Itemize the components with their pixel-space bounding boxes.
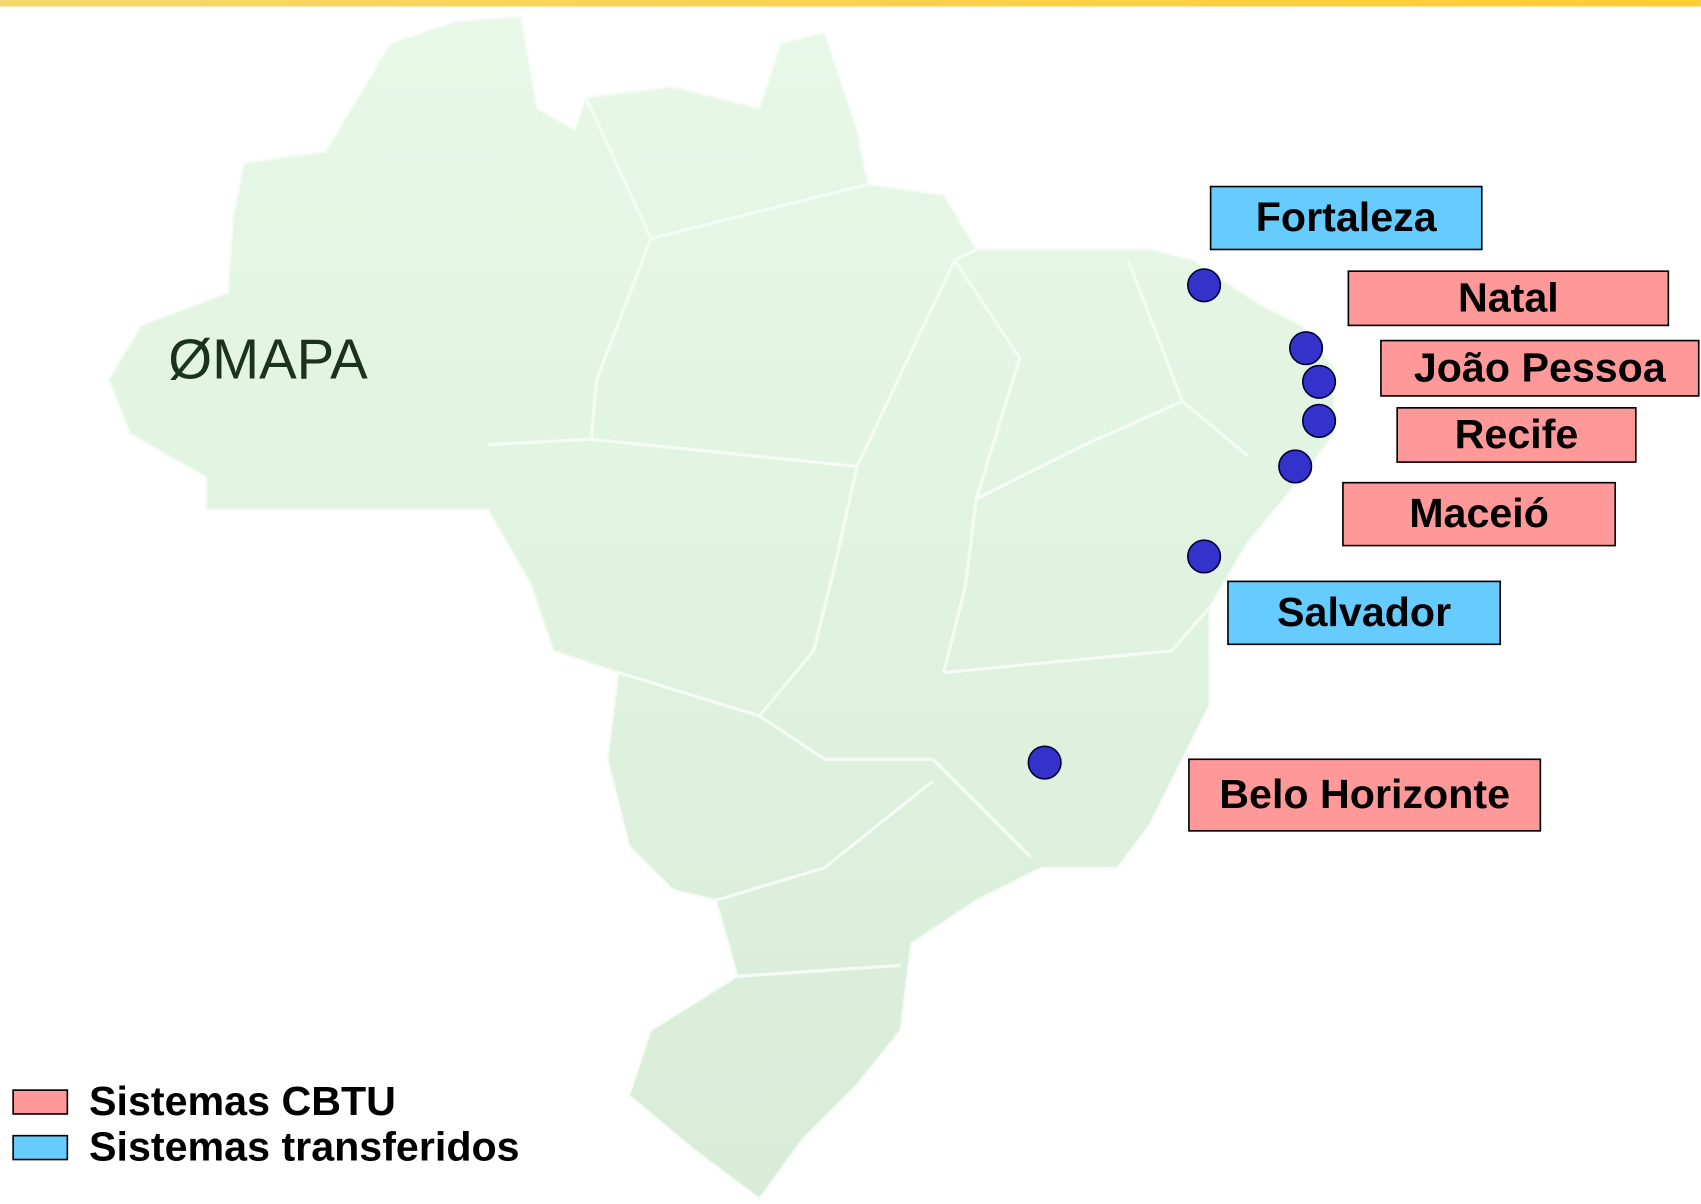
city-label: João Pessoa	[1414, 344, 1667, 390]
city-marker	[1302, 364, 1337, 399]
legend-swatch	[12, 1134, 69, 1161]
city-label: Belo Horizonte	[1219, 771, 1510, 817]
legend-label: Sistemas transferidos	[89, 1124, 520, 1170]
city-label-box	[1227, 580, 1502, 646]
city-marker	[1278, 449, 1313, 484]
city-marker	[1027, 745, 1062, 780]
legend-swatch	[12, 1089, 69, 1115]
city-label-box	[1209, 185, 1483, 251]
city-marker	[1187, 539, 1222, 574]
city-label: Salvador	[1277, 589, 1451, 635]
state-borders	[488, 96, 1249, 978]
city-marker	[1187, 268, 1222, 303]
city-label-box	[1380, 339, 1700, 397]
city-label: Maceió	[1409, 490, 1549, 536]
city-label: Natal	[1458, 274, 1559, 320]
legend-label: Sistemas CBTU	[89, 1078, 396, 1124]
city-marker	[1288, 331, 1324, 366]
city-label-box	[1188, 758, 1542, 832]
map-title: ØMAPA	[168, 327, 368, 390]
city-marker	[1302, 403, 1337, 438]
city-label: Fortaleza	[1256, 194, 1438, 240]
top-bar	[0, 0, 1701, 7]
city-label: Recife	[1455, 411, 1579, 457]
city-label-box	[1342, 481, 1617, 547]
city-label-box	[1347, 270, 1670, 327]
city-label-box	[1396, 407, 1637, 463]
brazil-outline	[107, 15, 1336, 1201]
